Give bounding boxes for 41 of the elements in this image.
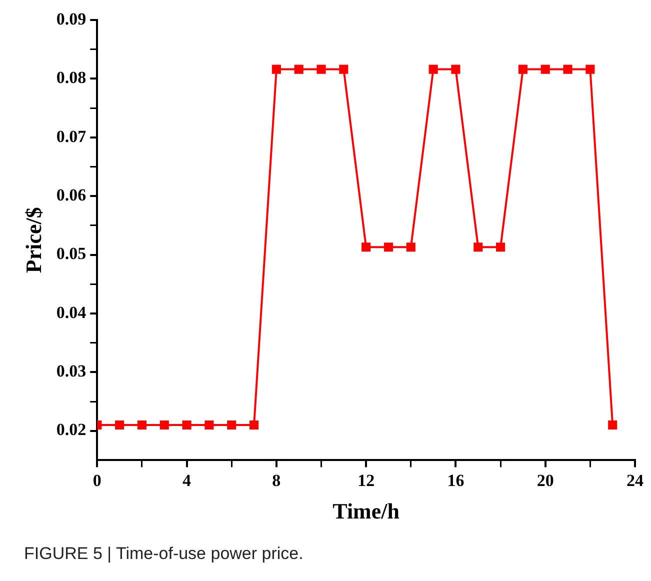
y-tick-label: 0.06	[56, 185, 86, 204]
point	[428, 64, 438, 74]
x-tick-label: 4	[182, 470, 192, 490]
y-tick-label: 0.05	[56, 244, 86, 264]
point	[406, 242, 416, 252]
point	[451, 64, 460, 74]
y-tick-label: 0.08	[56, 68, 86, 88]
y-tick-label: 0.02	[56, 420, 86, 440]
x-tick-label: 0	[92, 470, 102, 490]
point	[474, 242, 483, 252]
y-tick-label: 0.09	[56, 9, 86, 28]
point	[339, 64, 348, 74]
y-tick-label: 0.03	[56, 362, 86, 381]
x-tick-label: 16	[447, 470, 464, 490]
point	[384, 242, 394, 252]
point	[608, 420, 618, 430]
point	[586, 64, 595, 74]
point	[540, 64, 550, 74]
point	[272, 64, 281, 74]
point	[294, 64, 304, 74]
y-tick-label: 0.07	[56, 126, 87, 146]
x-axis-title: Time/h	[332, 498, 400, 524]
point	[115, 420, 124, 430]
point	[563, 64, 572, 74]
x-tick-label: 12	[358, 470, 375, 490]
point	[496, 242, 506, 252]
x-tick-label: 8	[272, 470, 281, 490]
point	[518, 64, 528, 74]
y-axis-title: Price/$	[20, 207, 46, 274]
caption: FIGURE 5 | Time-of-use power price.	[24, 544, 304, 564]
point	[137, 420, 147, 430]
point	[227, 420, 236, 430]
point	[316, 64, 326, 74]
x-tick-label: 20	[536, 470, 554, 490]
point	[362, 242, 371, 252]
y-tick-label: 0.04	[56, 302, 87, 322]
point	[160, 420, 169, 430]
point	[182, 420, 192, 430]
x-tick-label: 24	[626, 470, 644, 490]
point	[249, 420, 259, 430]
point	[204, 420, 214, 430]
